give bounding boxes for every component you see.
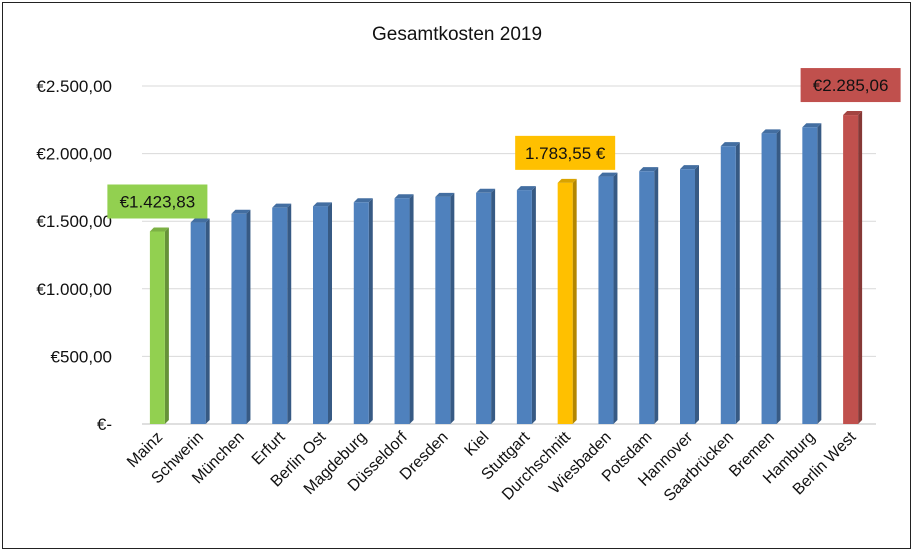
bar <box>680 165 699 424</box>
bars <box>149 111 863 425</box>
bar-side <box>654 167 659 424</box>
bar-top <box>272 203 292 208</box>
bar <box>313 202 332 424</box>
bar-front <box>598 176 614 424</box>
callout-label: 1.783,55 € <box>525 144 606 163</box>
bar <box>149 227 169 424</box>
bar-top <box>516 186 536 191</box>
bar <box>190 218 210 424</box>
bar-side <box>205 218 210 424</box>
bar <box>761 129 781 424</box>
bar-front <box>435 196 451 424</box>
bar-top <box>557 178 577 183</box>
gridlines <box>142 85 876 425</box>
y-axis-ticks: €- €500,00 €1.000,00 €1.500,00 €2.000,00 €2.5… <box>36 77 112 434</box>
bar-front <box>639 171 655 424</box>
bar <box>394 194 414 424</box>
bar <box>802 123 822 425</box>
x-tick-label: Kiel <box>462 429 493 460</box>
bar-top <box>598 172 618 177</box>
bar-top <box>313 202 332 207</box>
bar <box>516 186 536 424</box>
bar-top <box>435 192 455 197</box>
bar-side <box>287 203 292 424</box>
bar-side <box>409 194 414 424</box>
callout-box <box>800 68 901 103</box>
data-callout: 1.783,55 € <box>515 135 616 170</box>
y-tick-label: €2.000,00 <box>36 145 112 164</box>
bar-front <box>313 206 328 424</box>
bar-top <box>231 209 251 214</box>
y-tick-label: €- <box>97 415 112 434</box>
bar <box>476 188 496 424</box>
y-tick-label: €1.500,00 <box>36 212 112 231</box>
bar-side <box>572 178 577 424</box>
data-callout: €2.285,06 <box>800 68 901 103</box>
bar-top <box>149 227 169 232</box>
bar-top <box>476 188 496 193</box>
bar <box>231 209 251 424</box>
bar-front <box>190 222 206 424</box>
bar-front <box>353 202 369 424</box>
bar <box>557 178 577 424</box>
bar-top <box>190 218 210 223</box>
bar-top <box>843 111 863 116</box>
bar-top <box>720 142 740 147</box>
callout-box <box>515 135 616 170</box>
bar-front <box>720 146 736 424</box>
bar-front <box>843 115 859 425</box>
bar-side <box>613 172 618 424</box>
y-tick-label: €500,00 <box>51 347 112 366</box>
chart-title: Gesamtkosten 2019 <box>372 24 542 45</box>
y-tick-label: €2.500,00 <box>36 77 112 96</box>
bar-top <box>761 129 781 134</box>
callouts: €1.423,83 1.783,55 € €2.285,06 <box>107 68 901 219</box>
bar-front <box>516 190 532 424</box>
bar-front <box>557 182 573 424</box>
bar-front <box>272 207 288 424</box>
bar-top <box>353 198 373 203</box>
bar <box>843 111 863 425</box>
bar <box>353 198 373 424</box>
bar-side <box>491 188 496 424</box>
bar-side <box>531 186 536 424</box>
bar-front <box>231 213 247 424</box>
bar-side <box>776 129 781 424</box>
bar-front <box>149 231 165 424</box>
bar-side <box>328 202 332 424</box>
bar <box>435 192 455 424</box>
bar-side <box>858 111 863 425</box>
bar-side <box>695 165 699 424</box>
bar-front <box>476 192 492 424</box>
bar-front <box>680 169 695 424</box>
bar-front <box>761 133 777 424</box>
bar-top <box>639 167 659 172</box>
bar-top <box>680 165 699 170</box>
bar <box>272 203 292 424</box>
bar-side <box>368 198 373 424</box>
bar <box>639 167 659 424</box>
bar-top <box>802 123 822 128</box>
bar-side <box>735 142 740 424</box>
y-tick-label: €1.000,00 <box>36 280 112 299</box>
bar-side <box>164 227 169 424</box>
callout-label: €1.423,83 <box>120 192 196 211</box>
callout-label: €2.285,06 <box>813 76 889 95</box>
bar-side <box>246 209 251 424</box>
callout-box <box>107 184 208 219</box>
bar-side <box>817 123 822 425</box>
bar <box>720 142 740 424</box>
bar <box>598 172 618 424</box>
bar-front <box>802 127 818 425</box>
bar-top <box>394 194 414 199</box>
data-callout: €1.423,83 <box>107 184 208 219</box>
bar-side <box>450 192 455 424</box>
bar-front <box>394 198 410 424</box>
